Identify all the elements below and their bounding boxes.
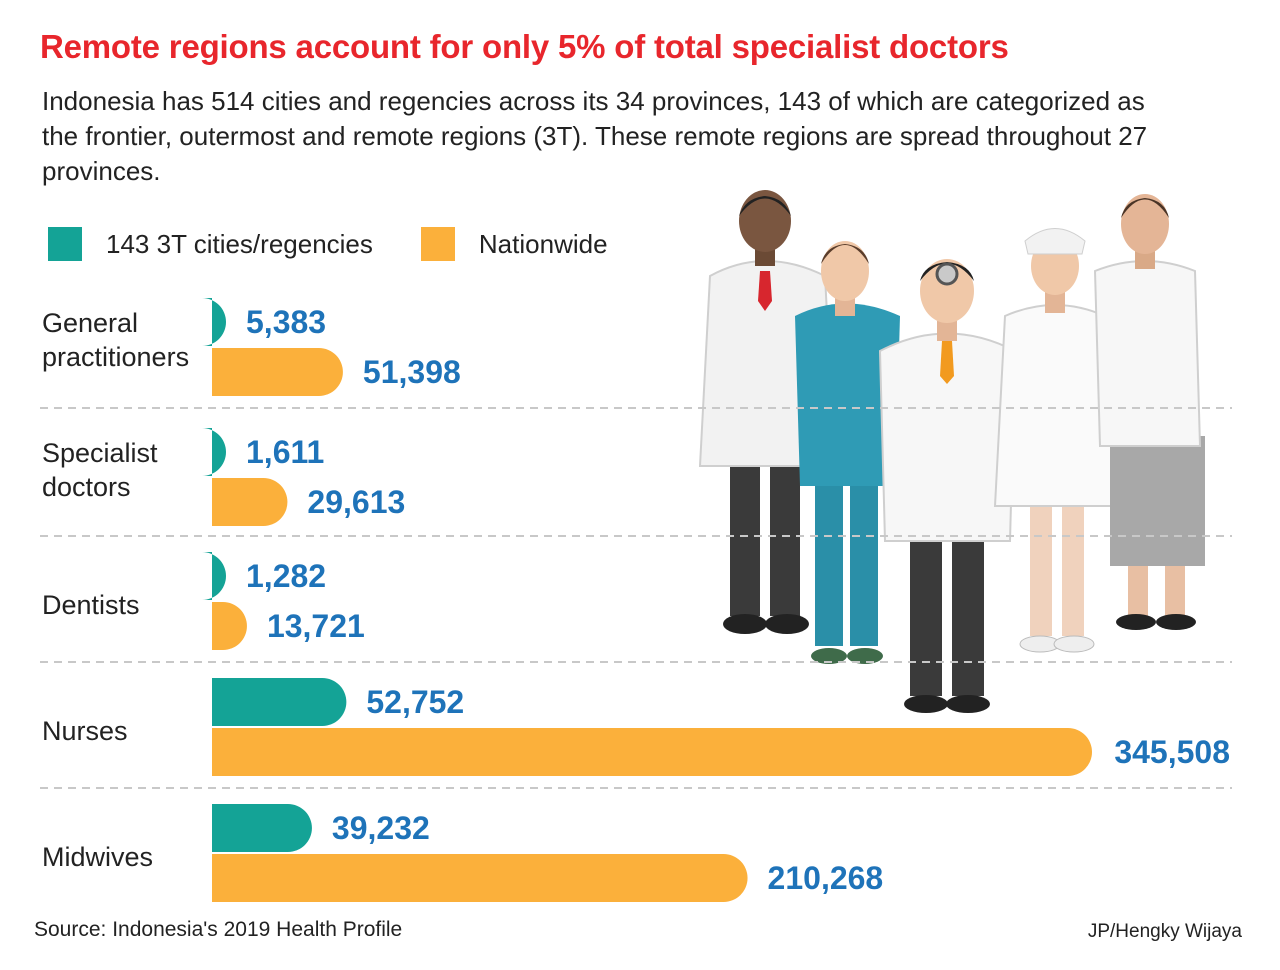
bars-group <box>202 298 1092 902</box>
value-label-nationwide-1: 29,613 <box>307 484 405 520</box>
nurse-figure-teal <box>795 241 900 664</box>
bar-nationwide-0 <box>212 348 343 396</box>
credit-note: JP/Hengky Wijaya <box>1087 921 1242 942</box>
medical-staff-illustration <box>698 190 1205 713</box>
bar-nationwide-2 <box>212 602 247 650</box>
value-label-3t-3: 52,752 <box>366 684 464 720</box>
category-label: General practitioners <box>42 308 190 372</box>
nurse-figure-white <box>993 228 1117 653</box>
bar-3t-2 <box>202 552 226 600</box>
category-label: Specialist doctors <box>42 438 158 502</box>
value-labels-group: 5,383 51,398 1,611 29,613 1,282 13,721 52,752 3… <box>246 304 1230 896</box>
bar-3t-0 <box>202 298 226 346</box>
category-label: Nurses <box>42 716 128 746</box>
legend-swatch-3t <box>48 227 82 261</box>
value-label-3t-2: 1,282 <box>246 558 326 594</box>
value-label-3t-4: 39,232 <box>332 810 430 846</box>
source-note: Source: Indonesia's 2019 Health Profile <box>34 918 403 941</box>
staff-figure-right <box>1093 194 1205 630</box>
bar-3t-1 <box>202 428 226 476</box>
value-label-3t-0: 5,383 <box>246 304 326 340</box>
value-label-3t-1: 1,611 <box>246 434 324 470</box>
bar-3t-4 <box>212 804 312 852</box>
value-label-nationwide-4: 210,268 <box>768 860 884 896</box>
value-label-nationwide-0: 51,398 <box>363 354 461 390</box>
category-label: Midwives <box>42 842 154 872</box>
bar-nationwide-1 <box>212 478 288 526</box>
legend-swatch-nationwide <box>420 227 455 261</box>
bar-nationwide-3 <box>212 728 1092 776</box>
value-label-nationwide-3: 345,508 <box>1114 734 1230 770</box>
separator-lines <box>40 407 1232 789</box>
legend-label-nationwide: Nationwide <box>478 228 608 259</box>
doctor-figure-center <box>878 259 1017 713</box>
chart-title: Remote regions account for only 5% of to… <box>40 28 1009 65</box>
legend-label-3t: 143 3T cities/regencies <box>106 228 373 259</box>
bar-3t-3 <box>212 678 347 726</box>
bar-nationwide-4 <box>212 854 748 902</box>
legend-item-nationwide: Nationwide <box>420 227 608 261</box>
category-label: Dentists <box>42 590 140 620</box>
chart-subtitle: Indonesia has 514 cities and regencies a… <box>42 86 1148 186</box>
value-label-nationwide-2: 13,721 <box>267 608 365 644</box>
legend: 143 3T cities/regencies Nationwide <box>48 226 656 262</box>
legend-item-3t: 143 3T cities/regencies <box>48 227 373 261</box>
